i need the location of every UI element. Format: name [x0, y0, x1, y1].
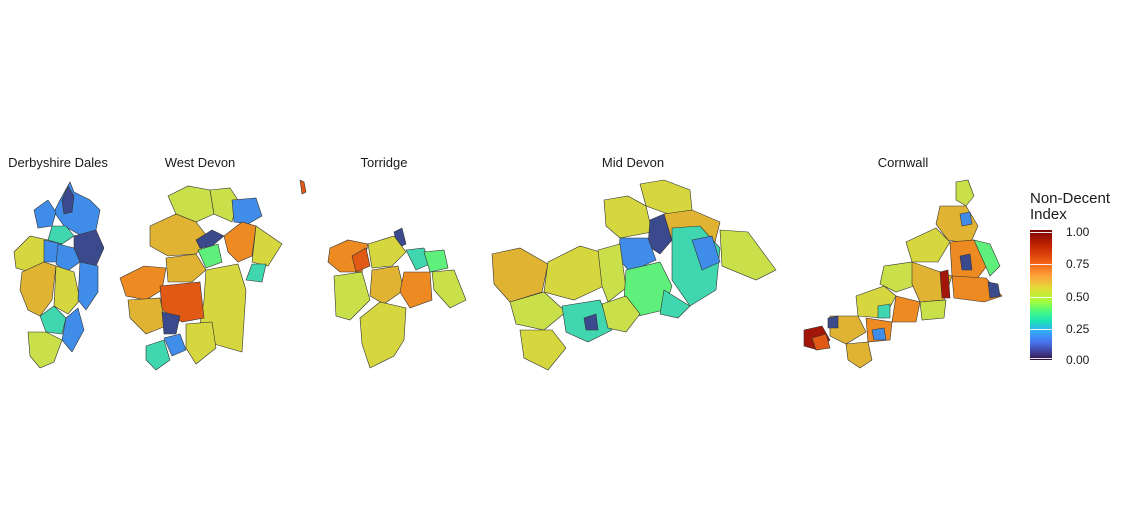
map-derbyshire-dales	[13, 181, 105, 369]
region	[955, 179, 975, 207]
region	[299, 179, 307, 195]
region	[367, 235, 407, 269]
region	[811, 333, 831, 351]
region	[905, 227, 951, 263]
legend-title: Non-Decent Index	[1030, 191, 1110, 223]
region	[891, 295, 921, 323]
region	[399, 271, 433, 309]
region	[959, 211, 973, 227]
legend-tickmark	[1030, 232, 1052, 233]
legend-title-line1: Non-Decent	[1030, 190, 1111, 207]
map-west-devon	[119, 179, 307, 371]
panel-title-derbyshire-dales: Derbyshire Dales	[8, 155, 108, 170]
region	[601, 295, 641, 333]
region	[691, 235, 721, 271]
region	[871, 327, 887, 341]
region	[61, 307, 85, 353]
region	[351, 247, 371, 273]
region	[369, 265, 405, 305]
legend-title-line2: Index	[1030, 206, 1067, 223]
region	[987, 281, 1001, 299]
region	[519, 329, 567, 371]
panel-title-mid-devon: Mid Devon	[601, 155, 665, 170]
map-mid-devon	[491, 179, 777, 371]
legend-tick-label: 0.00	[1066, 353, 1090, 367]
region	[509, 291, 567, 331]
region	[163, 333, 187, 357]
region	[19, 261, 57, 317]
region	[223, 221, 257, 263]
legend-tickmark	[1030, 329, 1052, 330]
region	[543, 245, 605, 301]
region	[47, 225, 75, 245]
region	[431, 269, 467, 309]
region	[127, 297, 167, 335]
region	[77, 261, 99, 311]
region	[423, 249, 449, 273]
region	[33, 199, 57, 229]
region	[639, 179, 693, 215]
region	[879, 261, 921, 293]
region	[145, 339, 171, 371]
region	[877, 303, 891, 319]
panel-title-west-devon: West Devon	[164, 155, 236, 170]
panel-title-cornwall: Cornwall	[877, 155, 929, 170]
region	[959, 253, 973, 271]
region	[251, 225, 283, 267]
region	[197, 243, 223, 269]
region	[829, 315, 867, 345]
legend-tickmark	[1030, 358, 1052, 359]
region	[919, 299, 947, 321]
legend-tick-label: 0.25	[1066, 322, 1090, 336]
region	[165, 253, 207, 283]
region	[39, 305, 67, 335]
region	[359, 301, 407, 369]
map-torridge	[327, 227, 467, 369]
region	[231, 197, 263, 225]
region	[55, 243, 81, 273]
legend-tick-label: 0.50	[1066, 290, 1090, 304]
panel-title-torridge: Torridge	[360, 155, 408, 170]
region	[53, 265, 81, 315]
legend-tick-label: 0.75	[1066, 257, 1090, 271]
region	[659, 289, 691, 319]
region	[973, 239, 1001, 277]
region	[333, 271, 371, 321]
region	[27, 331, 63, 369]
region	[119, 265, 167, 301]
region	[597, 243, 627, 303]
region	[939, 269, 951, 299]
legend-colorbar	[1030, 230, 1052, 360]
map-cornwall	[803, 179, 1003, 369]
region	[491, 247, 549, 303]
region	[719, 229, 777, 281]
region	[161, 311, 181, 335]
region	[185, 321, 217, 365]
region	[827, 315, 839, 329]
region	[845, 341, 873, 369]
region	[61, 185, 75, 215]
region	[583, 313, 599, 331]
legend-tick-label: 1.00	[1066, 225, 1090, 239]
region	[245, 263, 267, 283]
region	[195, 229, 225, 249]
legend-tickmark	[1030, 264, 1052, 265]
legend-tickmark	[1030, 297, 1052, 298]
